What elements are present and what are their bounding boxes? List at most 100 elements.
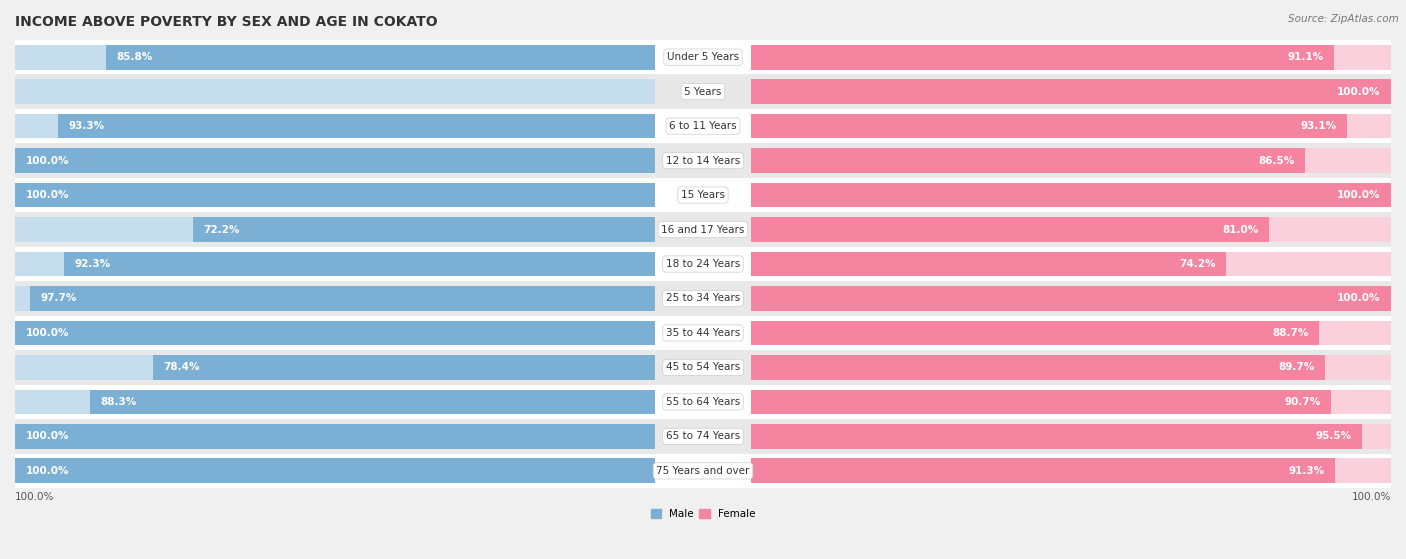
Text: 55 to 64 Years: 55 to 64 Years (666, 397, 740, 407)
Text: 18 to 24 Years: 18 to 24 Years (666, 259, 740, 269)
Bar (751, 355, 1324, 380)
Bar (15, 316, 1391, 350)
Bar (15, 183, 655, 207)
Bar (751, 45, 1334, 69)
Text: 93.1%: 93.1% (1301, 121, 1337, 131)
Bar (751, 286, 1391, 311)
Text: 89.7%: 89.7% (1278, 362, 1315, 372)
Bar (751, 458, 1391, 484)
Bar (15, 247, 1391, 281)
Bar (15, 424, 655, 449)
Bar (15, 355, 655, 380)
Text: 74.2%: 74.2% (1180, 259, 1216, 269)
Bar (15, 252, 655, 276)
Bar (15, 74, 1391, 109)
Bar (751, 183, 1391, 207)
Text: 6 to 11 Years: 6 to 11 Years (669, 121, 737, 131)
Text: 25 to 34 Years: 25 to 34 Years (666, 293, 740, 304)
Bar (15, 458, 655, 484)
Bar (751, 424, 1391, 449)
Bar (751, 148, 1305, 173)
Bar (15, 458, 655, 484)
Bar (751, 113, 1391, 139)
Bar (15, 454, 1391, 488)
Bar (15, 178, 1391, 212)
Bar (30, 286, 655, 311)
Bar (751, 390, 1331, 414)
Bar (15, 320, 655, 345)
Text: Source: ZipAtlas.com: Source: ZipAtlas.com (1288, 14, 1399, 24)
Bar (751, 79, 1391, 104)
Bar (15, 385, 1391, 419)
Text: 100.0%: 100.0% (15, 492, 55, 502)
Text: 92.3%: 92.3% (75, 259, 111, 269)
Bar (15, 390, 655, 414)
Bar (15, 281, 1391, 316)
Bar (15, 350, 1391, 385)
Bar (751, 183, 1391, 207)
Text: 45 to 54 Years: 45 to 54 Years (666, 362, 740, 372)
Text: Under 5 Years: Under 5 Years (666, 52, 740, 62)
Text: 93.3%: 93.3% (67, 121, 104, 131)
Bar (751, 458, 1336, 484)
Text: 85.8%: 85.8% (117, 52, 152, 62)
Text: 75 Years and over: 75 Years and over (657, 466, 749, 476)
Bar (15, 79, 655, 104)
Bar (751, 320, 1319, 345)
Text: 72.2%: 72.2% (204, 225, 239, 235)
Legend: Male, Female: Male, Female (647, 505, 759, 523)
Bar (751, 79, 1391, 104)
Bar (751, 390, 1391, 414)
Bar (751, 148, 1391, 173)
Bar (751, 217, 1270, 242)
Text: 95.5%: 95.5% (1316, 432, 1353, 442)
Text: 78.4%: 78.4% (163, 362, 200, 372)
Text: 100.0%: 100.0% (25, 432, 69, 442)
Text: 65 to 74 Years: 65 to 74 Years (666, 432, 740, 442)
Bar (15, 424, 655, 449)
Bar (15, 286, 655, 311)
Text: 88.7%: 88.7% (1272, 328, 1309, 338)
Text: 90.7%: 90.7% (1285, 397, 1322, 407)
Text: 100.0%: 100.0% (1337, 190, 1381, 200)
Bar (751, 320, 1391, 345)
Bar (751, 424, 1362, 449)
Text: INCOME ABOVE POVERTY BY SEX AND AGE IN COKATO: INCOME ABOVE POVERTY BY SEX AND AGE IN C… (15, 15, 437, 29)
Bar (105, 45, 655, 69)
Text: 100.0%: 100.0% (1337, 293, 1381, 304)
Bar (15, 320, 655, 345)
Bar (15, 143, 1391, 178)
Text: 100.0%: 100.0% (1337, 87, 1381, 97)
Text: 15 Years: 15 Years (681, 190, 725, 200)
Bar (751, 286, 1391, 311)
Bar (90, 390, 655, 414)
Bar (153, 355, 655, 380)
Bar (15, 45, 655, 69)
Bar (15, 419, 1391, 454)
Text: 91.1%: 91.1% (1288, 52, 1323, 62)
Bar (751, 45, 1391, 69)
Bar (15, 183, 655, 207)
Bar (15, 217, 655, 242)
Text: 5 Years: 5 Years (685, 87, 721, 97)
Text: 100.0%: 100.0% (25, 155, 69, 165)
Bar (751, 252, 1391, 276)
Bar (65, 252, 655, 276)
Text: 16 and 17 Years: 16 and 17 Years (661, 225, 745, 235)
Text: 100.0%: 100.0% (25, 466, 69, 476)
Text: 86.5%: 86.5% (1258, 155, 1295, 165)
Bar (751, 355, 1391, 380)
Text: 12 to 14 Years: 12 to 14 Years (666, 155, 740, 165)
Text: 91.3%: 91.3% (1289, 466, 1324, 476)
Bar (193, 217, 655, 242)
Text: 35 to 44 Years: 35 to 44 Years (666, 328, 740, 338)
Bar (15, 40, 1391, 74)
Text: 100.0%: 100.0% (25, 190, 69, 200)
Text: 100.0%: 100.0% (25, 328, 69, 338)
Bar (15, 148, 655, 173)
Bar (751, 217, 1391, 242)
Bar (15, 109, 1391, 143)
Bar (751, 113, 1347, 139)
Bar (751, 252, 1226, 276)
Bar (15, 148, 655, 173)
